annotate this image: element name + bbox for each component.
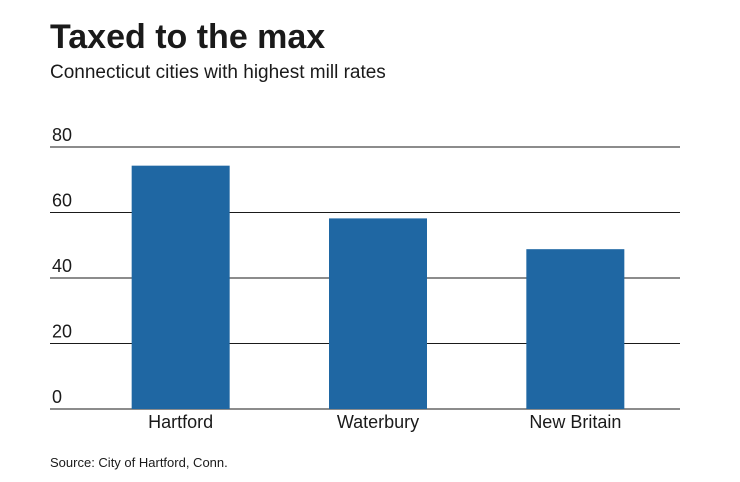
bar-new-britain [526,249,625,409]
source-note: Source: City of Hartford, Conn. [50,455,228,470]
y-tick-label: 0 [52,387,62,407]
y-tick-label: 80 [52,125,72,145]
x-tick-label: Hartford [148,412,213,432]
chart-title: Taxed to the max [50,18,326,56]
x-tick-label: Waterbury [337,412,419,432]
y-tick-label: 60 [52,191,72,211]
bar-hartford [131,165,230,409]
bar-waterbury [329,218,427,409]
x-tick-label: New Britain [529,412,621,432]
y-tick-label: 20 [52,322,72,342]
y-tick-label: 40 [52,256,72,276]
chart-subtitle: Connecticut cities with highest mill rat… [50,62,386,83]
